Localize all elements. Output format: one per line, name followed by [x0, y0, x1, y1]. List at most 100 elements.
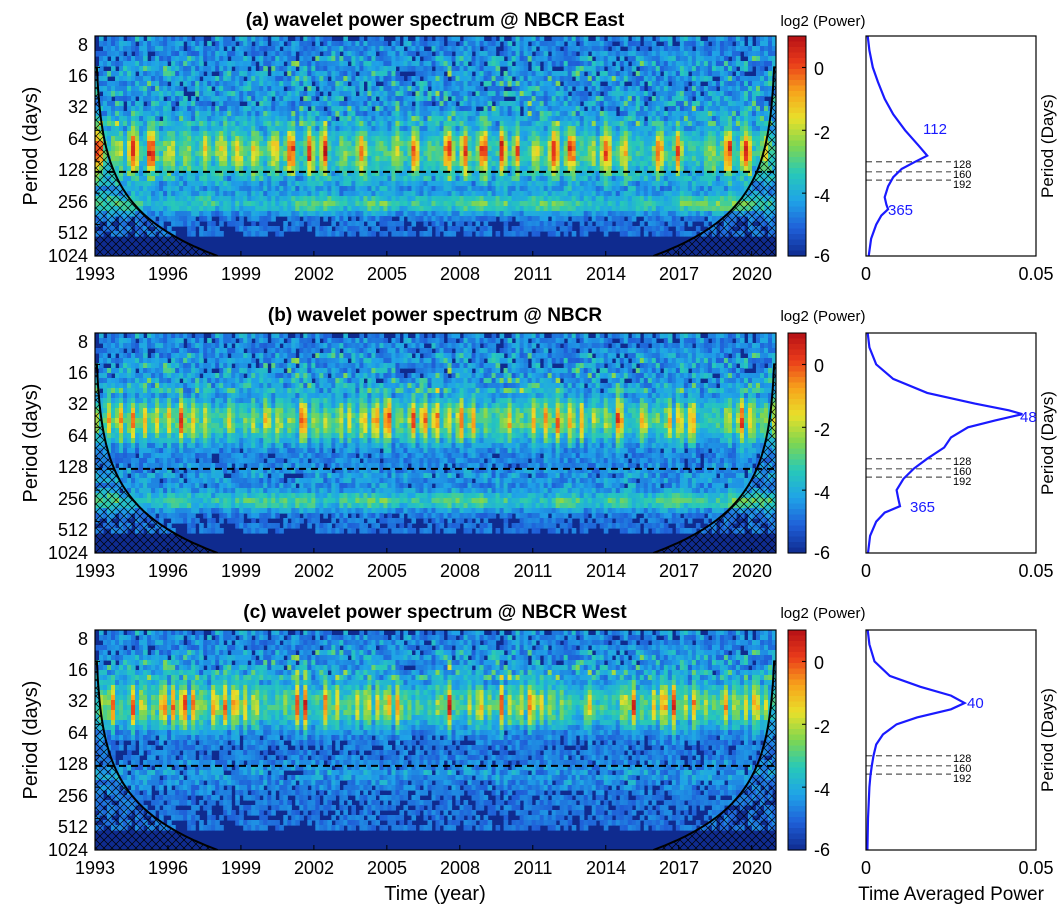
heatmap-cell [479, 196, 485, 202]
heatmap-cell [151, 91, 156, 97]
heatmap-cell [415, 56, 421, 62]
heatmap-cell [259, 211, 264, 217]
heatmap-cell [387, 171, 393, 177]
heatmap-cell [359, 156, 364, 162]
heatmap-cell [299, 166, 304, 172]
heatmap-cell [147, 41, 152, 47]
heatmap-cell [307, 71, 312, 77]
heatmap-cell [619, 56, 625, 62]
heatmap-cell [475, 101, 481, 107]
heatmap-cell [379, 76, 385, 82]
heatmap-cell [507, 116, 513, 122]
heatmap-cell [231, 191, 236, 197]
heatmap-cell [531, 41, 537, 47]
heatmap-cell [515, 191, 521, 197]
heatmap-cell [615, 146, 621, 152]
heatmap-cell [275, 146, 280, 152]
heatmap-cell [263, 191, 268, 197]
heatmap-cell [307, 141, 312, 147]
heatmap-cell [235, 61, 240, 67]
heatmap-cell [243, 171, 248, 177]
heatmap-cell [559, 101, 565, 107]
heatmap-cell [283, 91, 288, 97]
heatmap-cell [399, 51, 405, 57]
heatmap-cell [315, 196, 320, 202]
heatmap-cell [591, 131, 597, 137]
heatmap-cell [603, 51, 609, 57]
heatmap-cell [511, 211, 517, 217]
heatmap-cell [403, 41, 409, 47]
heatmap-cell [495, 176, 501, 182]
heatmap-cell [451, 186, 457, 192]
heatmap-cell [407, 96, 413, 102]
heatmap-cell [503, 216, 509, 222]
heatmap-cell [235, 56, 240, 62]
heatmap-cell [263, 146, 268, 152]
heatmap-cell [507, 166, 513, 172]
heatmap-cell [335, 211, 340, 217]
heatmap-cell [163, 206, 168, 212]
heatmap-cell [271, 101, 276, 107]
heatmap-cell [227, 101, 232, 107]
heatmap-cell [267, 191, 272, 197]
heatmap-cell [603, 221, 609, 227]
heatmap-cell [459, 116, 465, 122]
heatmap-cell [415, 61, 421, 67]
heatmap-cell [427, 166, 433, 172]
heatmap-cell [119, 181, 124, 187]
heatmap-cell [303, 81, 308, 87]
heatmap-cell [395, 101, 401, 107]
heatmap-cell [423, 91, 429, 97]
heatmap-cell [299, 71, 304, 77]
heatmap-cell [207, 156, 212, 162]
heatmap-cell [231, 76, 236, 82]
heatmap-cell [359, 66, 364, 72]
heatmap-cell [243, 156, 248, 162]
heatmap-cell [451, 136, 457, 142]
heatmap-cell [391, 56, 397, 62]
heatmap-cell [479, 66, 485, 72]
heatmap-cell [291, 141, 296, 147]
heatmap-cell [367, 36, 373, 42]
heatmap-cell [147, 151, 152, 157]
heatmap-cell [463, 161, 469, 167]
heatmap-cell [439, 221, 445, 227]
heatmap-cell [491, 156, 497, 162]
heatmap-cell [159, 191, 164, 197]
heatmap-cell [211, 96, 216, 102]
heatmap-cell [403, 201, 409, 207]
heatmap-cell [187, 76, 192, 82]
heatmap-cell [311, 61, 316, 67]
heatmap-cell [307, 211, 312, 217]
heatmap-cell [559, 136, 565, 142]
heatmap-cell [567, 141, 573, 147]
heatmap-cell [123, 146, 128, 152]
heatmap-cell [231, 106, 236, 112]
heatmap-cell [475, 186, 481, 192]
heatmap-cell [191, 66, 196, 72]
heatmap-cell [299, 201, 304, 207]
heatmap-cell [243, 141, 248, 147]
heatmap-cell [119, 111, 124, 117]
heatmap-cell [195, 46, 200, 52]
heatmap-cell [227, 161, 232, 167]
heatmap-cell [463, 41, 469, 47]
heatmap-cell [371, 36, 377, 42]
heatmap-cell [443, 166, 449, 172]
heatmap-cell [131, 136, 136, 142]
heatmap-cell [595, 196, 601, 202]
heatmap-cell [131, 196, 136, 202]
heatmap-cell [619, 36, 625, 42]
heatmap-cell [295, 191, 300, 197]
heatmap-cell [215, 176, 220, 182]
heatmap-cell [447, 131, 453, 137]
heatmap-cell [507, 211, 513, 217]
heatmap-cell [331, 231, 336, 237]
heatmap-cell [559, 221, 565, 227]
heatmap-cell [99, 61, 104, 67]
heatmap-cell [231, 61, 236, 67]
heatmap-cell [431, 111, 437, 117]
heatmap-cell [631, 61, 637, 67]
heatmap-cell [575, 96, 581, 102]
heatmap-cell [607, 91, 613, 97]
